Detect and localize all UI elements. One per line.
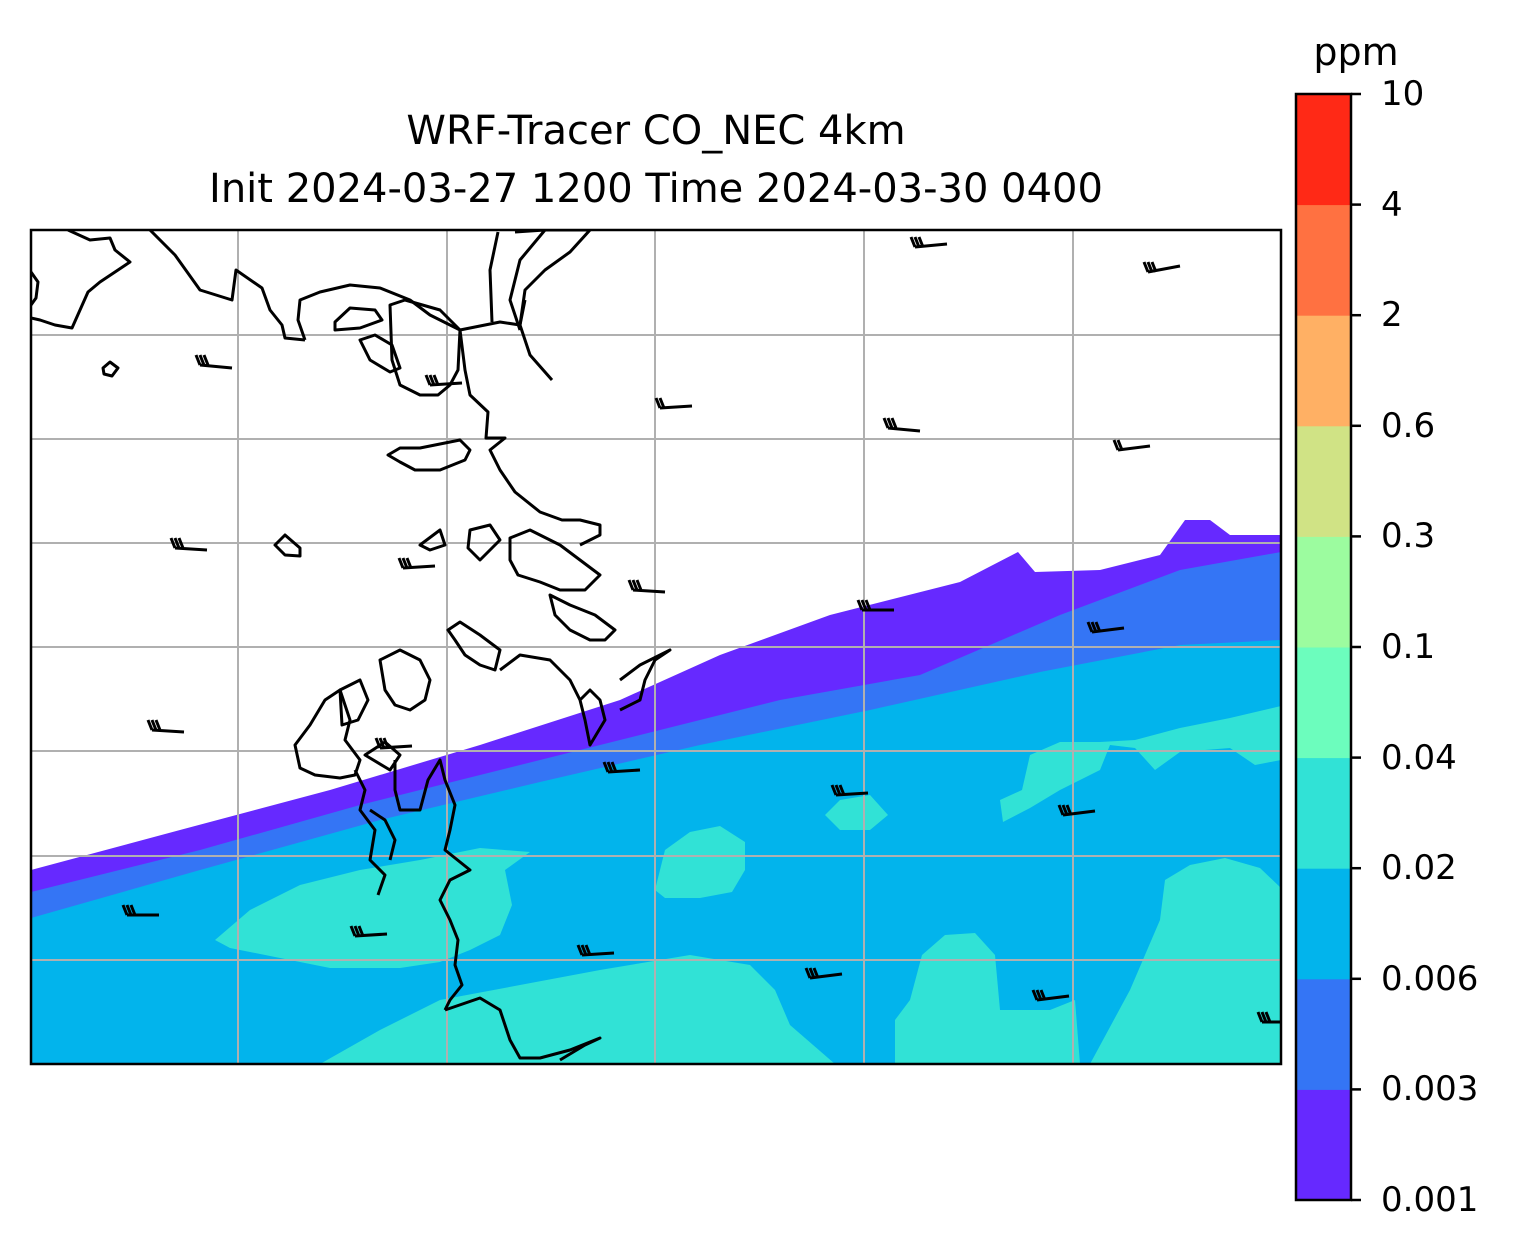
colorbar-segment [1296,425,1351,537]
colorbar-segment [1296,204,1351,316]
colorbar [1294,92,1361,1202]
coastline [31,230,672,1062]
colorbar-segment [1296,647,1351,759]
colorbar-unit-label: ppm [1313,30,1399,74]
colorbar-segment [1296,536,1351,648]
colorbar-tick-label: 0.001 [1381,1180,1479,1220]
contour-patches-0.02 [215,706,1281,1064]
map-title-line2: Init 2024-03-27 1200 Time 2024-03-30 040… [209,166,1103,212]
colorbar-tick-label: 0.003 [1381,1069,1479,1110]
colorbar-tick-label: 0.1 [1381,627,1436,667]
map-title-line1: WRF-Tracer CO_NEC 4km [406,108,906,154]
gridlines [31,230,1281,1064]
colorbar-tick-label: 4 [1381,184,1403,225]
colorbar-tick-label: 0.02 [1381,848,1457,889]
colorbar-segment [1296,315,1351,427]
colorbar-tick-label: 0.04 [1381,737,1457,778]
colorbar-tick-label: 0.006 [1381,958,1479,999]
colorbar-segment [1296,94,1351,206]
colorbar-tick-label: 2 [1381,295,1403,336]
colorbar-segment [1296,868,1351,980]
colorbar-tick-label: 0.6 [1381,405,1436,446]
map-frame [29,228,1283,1066]
colorbar-segment [1296,978,1351,1090]
colorbar-segment [1296,757,1351,869]
colorbar-tick-label: 10 [1381,74,1425,114]
colorbar-segment [1296,1089,1351,1201]
colorbar-tick-label: 0.3 [1381,516,1436,557]
wind-barbs [121,236,1281,1024]
